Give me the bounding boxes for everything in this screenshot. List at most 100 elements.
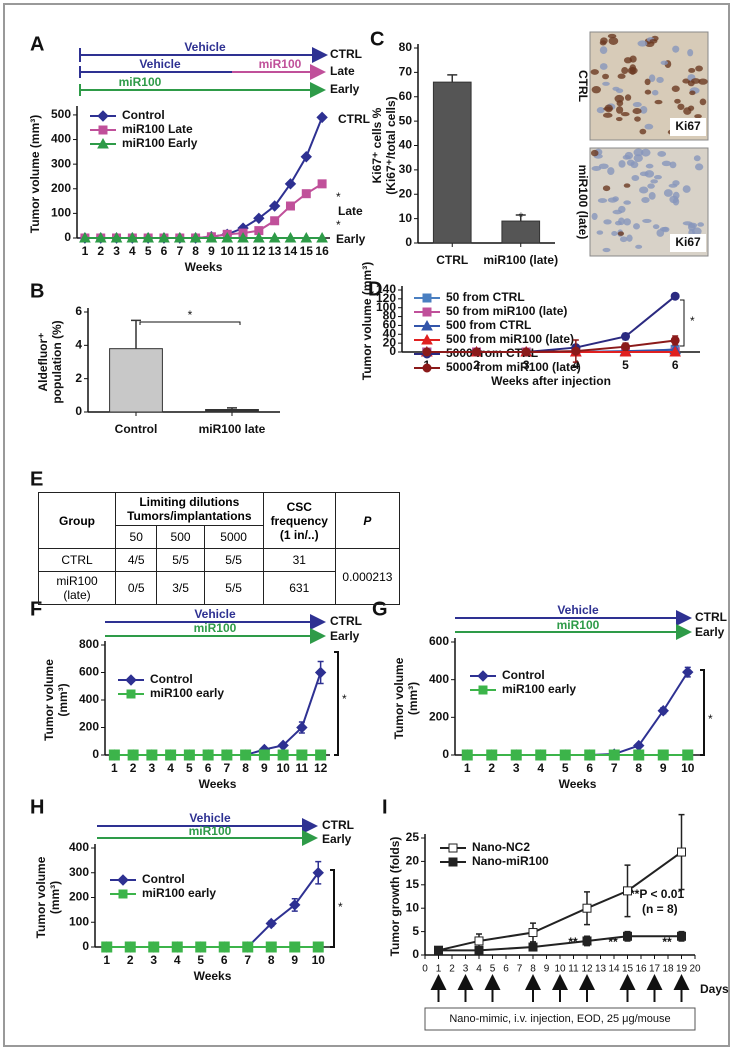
- marker: [422, 363, 432, 373]
- y-axis-title: Tumor volume: [34, 856, 48, 938]
- panel-label: H: [30, 796, 44, 818]
- marker: [171, 941, 183, 953]
- nucleus: [657, 151, 667, 157]
- y-tick-label: 200: [69, 890, 89, 904]
- legend-label: Control: [150, 672, 193, 686]
- y-tick-label: 60: [399, 89, 413, 103]
- nucleus: [602, 73, 609, 80]
- nucleus: [633, 154, 643, 163]
- marker: [183, 749, 195, 761]
- nucleus: [602, 81, 610, 86]
- marker: [240, 749, 252, 761]
- bar: [205, 409, 259, 413]
- y-tick-label: 6: [75, 304, 82, 318]
- y-axis-title: Tumor growth (folds): [388, 837, 402, 957]
- annotation: Early: [330, 82, 360, 96]
- nucleus: [682, 221, 693, 226]
- nucleus: [656, 229, 665, 237]
- cell: 3/5: [156, 571, 205, 605]
- nucleus: [672, 45, 680, 53]
- nucleus: [682, 78, 691, 84]
- x-tick-label: 2: [449, 964, 455, 975]
- nucleus: [644, 123, 654, 130]
- y-tick-label: 50: [399, 113, 413, 127]
- legend-label: miR100 early: [142, 886, 216, 900]
- marker: [510, 749, 522, 761]
- annotation: miR100: [189, 824, 232, 838]
- nucleus: [623, 200, 631, 205]
- annotation: Early: [330, 629, 360, 643]
- nucleus: [635, 244, 643, 249]
- legend-label: 50 from miR100 (late): [446, 304, 567, 318]
- marker: [126, 231, 139, 243]
- x-tick-label: 10: [681, 761, 695, 775]
- annotation: miR100: [259, 57, 302, 71]
- x-tick-label: 4: [167, 761, 174, 775]
- annotation: CTRL: [322, 818, 354, 832]
- error-bar: [131, 319, 141, 349]
- marker: [669, 345, 682, 357]
- x-tick-label: Control: [115, 422, 158, 436]
- marker: [242, 941, 254, 953]
- marker: [205, 231, 218, 243]
- marker: [421, 333, 433, 345]
- annotation: (n = 8): [642, 902, 678, 916]
- marker: [268, 231, 281, 243]
- nucleus: [642, 218, 652, 223]
- nucleus: [621, 67, 629, 74]
- series-line: [438, 851, 683, 952]
- marker: [127, 749, 139, 761]
- header-cell: Group: [38, 492, 116, 549]
- marker: [173, 231, 186, 243]
- annotation: *: [336, 218, 341, 232]
- nucleus: [640, 148, 651, 157]
- marker: [158, 231, 170, 243]
- y-tick-label: 400: [51, 132, 71, 146]
- y-tick-label: 0: [75, 404, 82, 418]
- marker: [474, 945, 484, 955]
- nucleus: [623, 183, 631, 188]
- x-tick-label: 1: [82, 244, 89, 258]
- x-tick-label: 1: [111, 761, 118, 775]
- y-tick-label: 0: [389, 344, 396, 358]
- treatment-arrows: [79, 47, 328, 98]
- nucleus: [653, 174, 662, 180]
- x-axis-title: Weeks: [199, 777, 237, 791]
- y-tick-label: 2: [75, 371, 82, 385]
- x-tick-label: 13: [268, 244, 282, 258]
- legend-label: miR100 Early: [122, 136, 198, 150]
- legend-label: Nano-NC2: [472, 840, 530, 854]
- x-tick-label: 2: [97, 244, 104, 258]
- table: Group Limiting dilutions Tumors/implantat…: [38, 492, 401, 605]
- x-tick-label: 13: [595, 964, 607, 975]
- nucleus: [616, 106, 624, 114]
- nucleus: [591, 166, 602, 172]
- nucleus: [648, 192, 656, 200]
- cell: 50: [114, 525, 158, 549]
- x-tick-label: 3: [113, 244, 120, 258]
- header-text: frequency: [270, 513, 328, 528]
- nucleus: [624, 151, 634, 160]
- x-tick-label: 4: [572, 358, 579, 372]
- nucleus: [644, 170, 655, 178]
- x-tick-label: 7: [176, 244, 183, 258]
- series-line: [84, 117, 324, 239]
- marker: [126, 689, 136, 699]
- x-tick-label: 5: [490, 964, 496, 975]
- marker: [314, 666, 327, 679]
- y-tick-label: 70: [399, 65, 413, 79]
- nucleus: [614, 94, 625, 103]
- x-tick-label: 9: [291, 953, 298, 967]
- x-tick-label: 5: [145, 244, 152, 258]
- x-tick-label: 14: [608, 964, 620, 975]
- marker: [98, 125, 108, 135]
- marker: [682, 666, 694, 678]
- y-tick-label: 0: [442, 747, 449, 761]
- marker: [474, 936, 484, 946]
- marker: [461, 749, 473, 761]
- marker: [535, 749, 547, 761]
- legend-label: 5000 from miR100 (late): [446, 360, 581, 374]
- y-tick-label: 800: [79, 637, 99, 651]
- x-tick-label: 7: [224, 761, 231, 775]
- annotation: Vehicle: [139, 57, 181, 71]
